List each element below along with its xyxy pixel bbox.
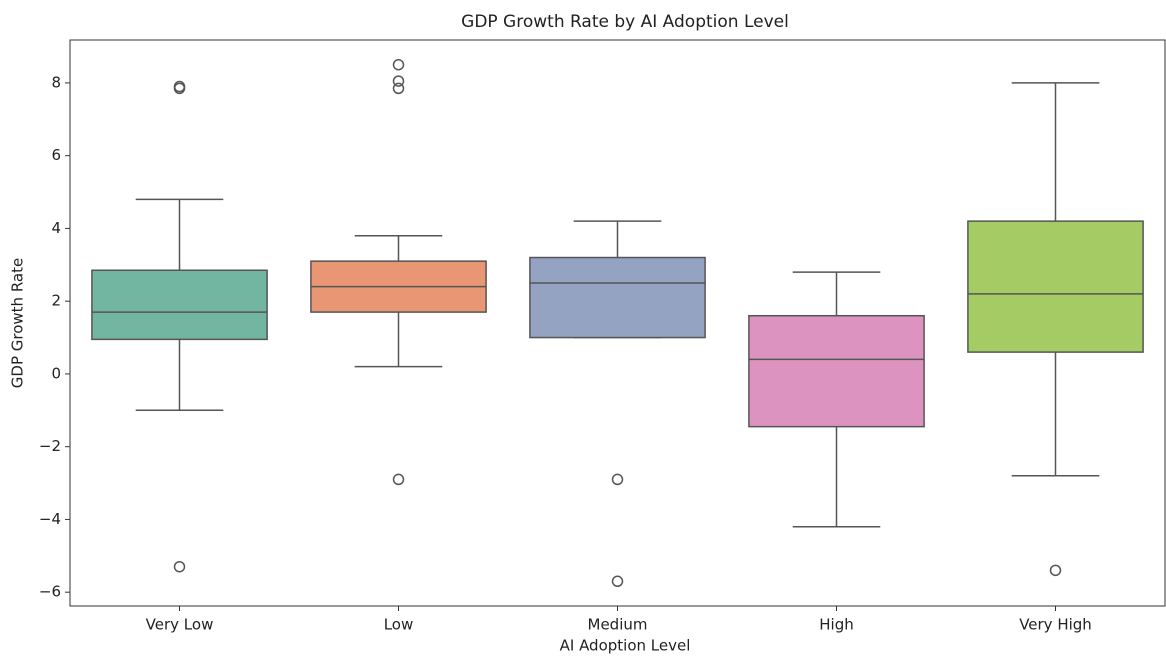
x-axis-title: AI Adoption Level <box>560 637 691 655</box>
x-tick-label: Medium <box>588 616 648 634</box>
y-tick-label: −4 <box>39 510 61 528</box>
x-tick-label: Very High <box>1019 616 1092 634</box>
y-tick-label: −6 <box>39 583 61 601</box>
outlier <box>611 575 624 588</box>
y-tick-label: 4 <box>51 219 61 237</box>
outlier <box>173 560 186 573</box>
y-axis-title: GDP Growth Rate <box>9 258 27 388</box>
outlier <box>173 82 186 95</box>
x-tick-label: Very Low <box>146 616 214 634</box>
outlier <box>392 58 405 71</box>
box <box>967 220 1144 353</box>
outlier <box>611 473 624 486</box>
chart-title: GDP Growth Rate by AI Adoption Level <box>461 12 789 32</box>
x-tick-label: Low <box>384 616 414 634</box>
y-tick-label: −2 <box>39 437 61 455</box>
outlier <box>1049 564 1062 577</box>
outlier <box>392 75 405 87</box>
outlier <box>392 82 405 95</box>
box <box>529 256 706 339</box>
outlier <box>392 473 405 486</box>
y-tick-label: 6 <box>51 146 61 164</box>
y-tick-label: 2 <box>51 292 61 310</box>
box <box>91 269 268 341</box>
y-tick-label: 8 <box>51 73 61 91</box>
box <box>748 314 925 428</box>
x-tick-label: High <box>819 616 853 634</box>
y-tick-label: 0 <box>51 364 61 382</box>
